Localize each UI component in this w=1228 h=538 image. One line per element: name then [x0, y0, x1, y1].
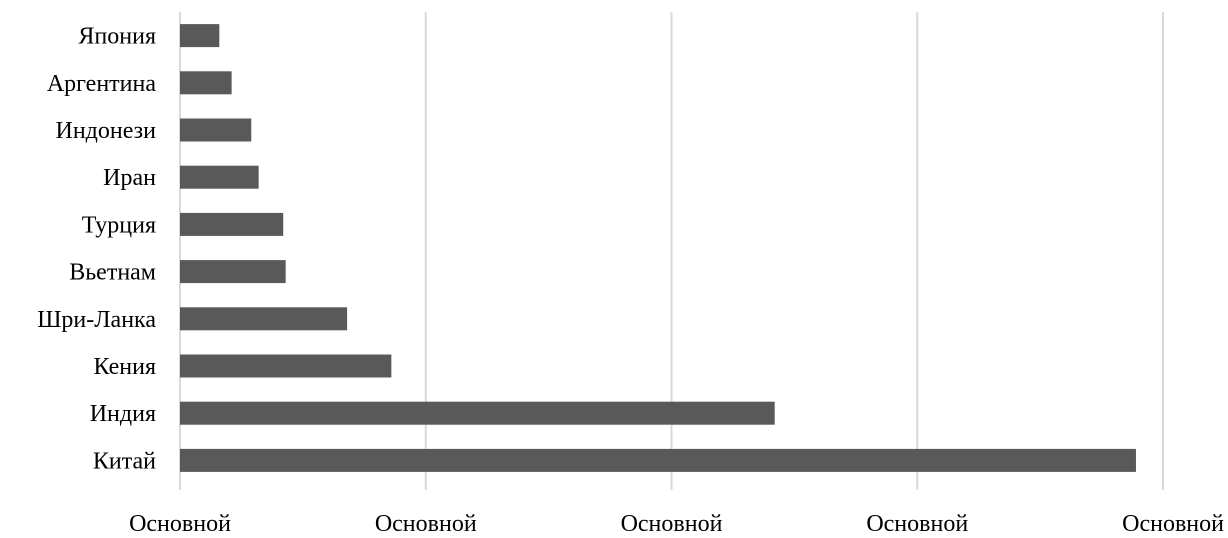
- bar: [180, 260, 286, 284]
- x-tick-label: Основной: [1122, 511, 1224, 537]
- bar: [180, 71, 232, 95]
- category-label: Япония: [78, 24, 156, 50]
- category-label: Вьетнам: [69, 260, 156, 286]
- category-labels: Япония Аргентина Индонези Иран Турция Вьетнам…: [37, 24, 156, 475]
- category-label: Китай: [93, 448, 156, 474]
- category-label: Турция: [82, 212, 156, 238]
- x-tick-label: Основной: [621, 511, 723, 537]
- category-label: Кения: [94, 354, 156, 380]
- x-tick-label: Основной: [866, 511, 968, 537]
- bar: [180, 24, 220, 48]
- category-label: Шри-Ланка: [37, 307, 156, 333]
- category-label: Индонези: [56, 118, 157, 144]
- bar: [180, 307, 348, 331]
- category-label: Иран: [103, 165, 156, 191]
- bar: [180, 354, 392, 378]
- bar: [180, 448, 1136, 472]
- bar: [180, 401, 775, 425]
- x-tick-label: Основной: [375, 511, 477, 537]
- x-tick-label: Основной: [129, 511, 231, 537]
- category-label: Индия: [90, 401, 156, 427]
- category-label: Аргентина: [47, 71, 157, 97]
- bar: [180, 212, 284, 236]
- bars: [180, 24, 1136, 472]
- bar: [180, 118, 252, 142]
- x-tick-labels: Основной Основной Основной Основной Основной: [129, 511, 1224, 537]
- bar: [180, 165, 259, 189]
